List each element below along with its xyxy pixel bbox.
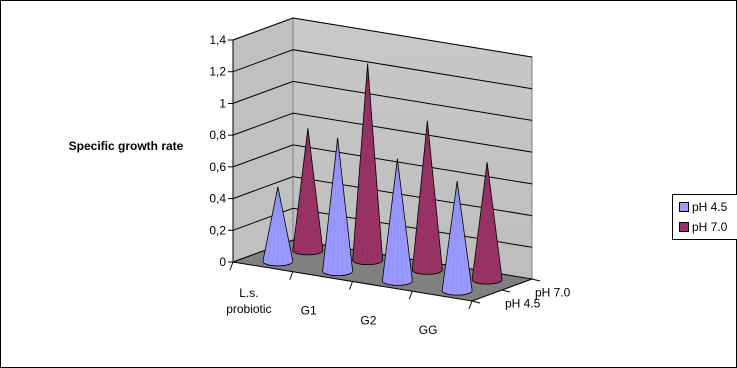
y-tick-label: 0,2 (209, 223, 226, 237)
cone-ph-4-5 (262, 186, 294, 267)
cone-ph-7-0 (352, 63, 384, 266)
axes (228, 39, 541, 310)
cone-ph-4-5 (381, 158, 413, 286)
cone-ph-7-0 (411, 120, 443, 275)
x-category-label: G2 (360, 313, 376, 327)
y-tick-label: 0,6 (209, 160, 226, 174)
cone-ph-4-5 (441, 181, 473, 296)
cone-ph-7-0 (292, 128, 324, 256)
gridline (232, 176, 533, 217)
y-tick-label: 0 (219, 255, 226, 269)
depth-tick-mark (531, 278, 541, 282)
cones (262, 63, 503, 296)
y-tick-label: 0,8 (209, 128, 226, 142)
x-tick-mark (408, 291, 413, 300)
y-tick-label: 1,2 (209, 65, 226, 79)
x-tick-mark (349, 281, 353, 290)
x-tick-mark (289, 271, 294, 280)
cone-ph-4-5 (322, 137, 354, 277)
legend-item-ph-7-0: pH 7.0 (679, 219, 727, 235)
gridline (232, 144, 533, 185)
x-tick-mark (468, 300, 473, 310)
x-tick-mark (229, 261, 234, 271)
gridline (232, 17, 533, 58)
cone-ph-7-0 (471, 162, 503, 285)
x-category-label: L.s. probiotic (226, 286, 271, 316)
x-category-label: G1 (301, 304, 317, 318)
gridline (232, 80, 533, 121)
legend-label: pH 7.0 (692, 220, 728, 234)
depth-tick-mark (501, 289, 511, 293)
y-axis-label: Specific growth rate (68, 139, 184, 153)
gridline (232, 49, 533, 90)
x-category-label: GG (419, 323, 438, 337)
depth-axis-label: pH 7.0 (535, 286, 571, 300)
axis-labels: 0 0,2 0,4 0,6 0,8 1 1,2 1,4 L.s. probiotic G1 G2 GG p… (209, 33, 570, 337)
legend-label: pH 4.5 (692, 200, 728, 214)
depth-axis-label: pH 4.5 (505, 297, 541, 311)
legend-item-ph-4-5: pH 4.5 (679, 199, 727, 215)
y-tick-label: 1 (219, 96, 226, 110)
y-tick-label: 1,4 (209, 33, 226, 47)
gridline (232, 112, 533, 153)
legend-swatch (679, 222, 689, 232)
legend-swatch (679, 202, 689, 212)
depth-tick-mark (471, 300, 481, 304)
legend: pH 4.5 pH 7.0 (672, 194, 737, 240)
y-tick-label: 0,4 (209, 192, 226, 206)
